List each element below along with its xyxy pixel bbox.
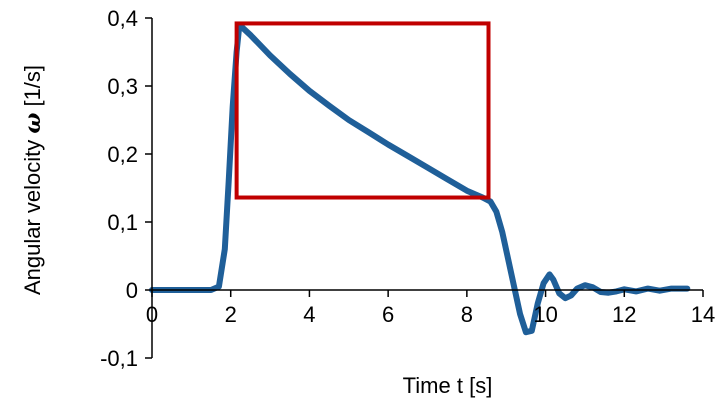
highlight-box (234, 21, 491, 200)
y-axis-title-symbol: ω (20, 113, 46, 134)
x-axis-title: Time t [s] (403, 373, 493, 398)
x-tick-label: 2 (225, 302, 237, 327)
y-tick-label: 0,2 (107, 142, 138, 167)
plot-area (149, 21, 691, 336)
y-axis-title: Angular velocity ω [1/s] (20, 65, 46, 295)
y-tick-label: 0,1 (107, 210, 138, 235)
y-axis-title-prefix: Angular velocity (20, 134, 45, 295)
y-tick-label: -0,1 (100, 346, 138, 371)
series-line (149, 21, 691, 336)
axes (145, 17, 704, 359)
x-tick-label: 8 (461, 302, 473, 327)
y-axis-title-suffix: [1/s] (20, 65, 45, 113)
x-tick-label: 0 (146, 302, 158, 327)
x-tick-label: 12 (612, 302, 636, 327)
x-tick-label: 6 (382, 302, 394, 327)
y-tick-label: 0,4 (107, 6, 138, 31)
y-tick-label: 0 (126, 278, 138, 303)
y-tick-label: 0,3 (107, 74, 138, 99)
x-tick-label: 10 (533, 302, 557, 327)
x-tick-label: 14 (691, 302, 715, 327)
tick-labels: -0,1 0 0,1 0,2 0,3 0,4 0 2 4 6 8 10 12 14 (100, 6, 715, 371)
x-tick-label: 4 (303, 302, 315, 327)
